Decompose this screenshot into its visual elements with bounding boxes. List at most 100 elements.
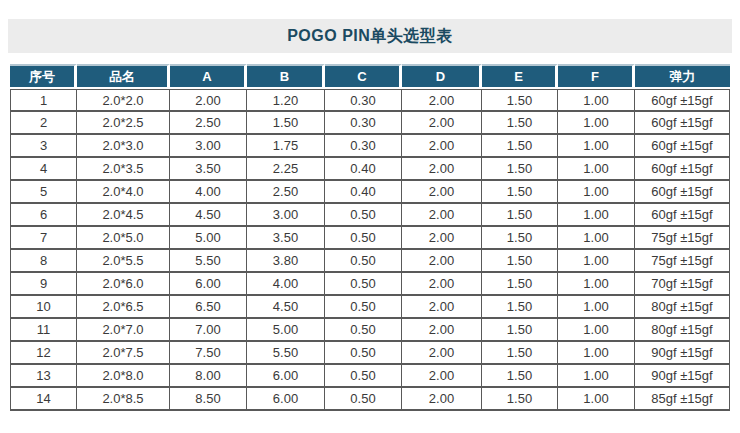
table-cell: 2.00 (402, 112, 482, 135)
table-cell: 12 (10, 342, 77, 365)
table-cell: 1.00 (558, 365, 635, 388)
table-cell: 2.50 (170, 112, 247, 135)
table-cell: 75gf ±15gf (635, 250, 730, 273)
table-cell: 0.50 (325, 250, 402, 273)
table-cell: 60gf ±15gf (635, 89, 730, 112)
table-cell: 1.50 (482, 204, 558, 227)
table-row: 82.0*5.55.503.800.502.001.501.0075gf ±15… (10, 250, 730, 273)
table-cell: 0.50 (325, 342, 402, 365)
table-cell: 2.0*6.5 (77, 296, 170, 319)
table-cell: 7 (10, 227, 77, 250)
table-row: 62.0*4.54.503.000.502.001.501.0060gf ±15… (10, 204, 730, 227)
table-cell: 14 (10, 388, 77, 411)
table-cell: 3.50 (247, 227, 325, 250)
table-cell: 7.50 (170, 342, 247, 365)
column-header-3: B (247, 64, 325, 89)
table-cell: 2.0*3.5 (77, 158, 170, 181)
table-cell: 2.0*8.5 (77, 388, 170, 411)
table-cell: 2.00 (402, 89, 482, 112)
table-cell: 1.50 (482, 135, 558, 158)
table-cell: 90gf ±15gf (635, 342, 730, 365)
table-cell: 60gf ±15gf (635, 204, 730, 227)
table-cell: 6.00 (247, 365, 325, 388)
table-row: 132.0*8.08.006.000.502.001.501.0090gf ±1… (10, 365, 730, 388)
table-cell: 0.50 (325, 388, 402, 411)
table-cell: 2.00 (402, 135, 482, 158)
table-cell: 80gf ±15gf (635, 296, 730, 319)
table-cell: 1.50 (482, 388, 558, 411)
table-cell: 0.50 (325, 365, 402, 388)
table-cell: 2.0*6.0 (77, 273, 170, 296)
table-cell: 2.25 (247, 158, 325, 181)
table-cell: 3.00 (247, 204, 325, 227)
table-row: 102.0*6.56.504.500.502.001.501.0080gf ±1… (10, 296, 730, 319)
table-cell: 0.50 (325, 227, 402, 250)
table-cell: 1.00 (558, 250, 635, 273)
table-cell: 5.50 (170, 250, 247, 273)
table-cell: 1.00 (558, 158, 635, 181)
table-row: 52.0*4.04.002.500.402.001.501.0060gf ±15… (10, 181, 730, 204)
table-cell: 1.00 (558, 227, 635, 250)
table-cell: 0.40 (325, 181, 402, 204)
column-header-0: 序号 (10, 64, 77, 89)
table-cell: 2.0*4.5 (77, 204, 170, 227)
table-cell: 2.0*8.0 (77, 365, 170, 388)
table-row: 32.0*3.03.001.750.302.001.501.0060gf ±15… (10, 135, 730, 158)
table-cell: 4.50 (170, 204, 247, 227)
table-cell: 6 (10, 204, 77, 227)
column-header-2: A (170, 64, 247, 89)
table-row: 122.0*7.57.505.500.502.001.501.0090gf ±1… (10, 342, 730, 365)
table-cell: 10 (10, 296, 77, 319)
table-cell: 1.50 (482, 319, 558, 342)
table-cell: 1.50 (482, 227, 558, 250)
column-header-5: D (402, 64, 482, 89)
table-cell: 5 (10, 181, 77, 204)
table-cell: 1.00 (558, 181, 635, 204)
table-cell: 5.00 (247, 319, 325, 342)
table-cell: 2.0*3.0 (77, 135, 170, 158)
table-cell: 2.00 (402, 181, 482, 204)
table-cell: 80gf ±15gf (635, 319, 730, 342)
table-cell: 3 (10, 135, 77, 158)
table-row: 142.0*8.58.506.000.502.001.501.0085gf ±1… (10, 388, 730, 411)
table-cell: 7.00 (170, 319, 247, 342)
table-cell: 2.0*2.0 (77, 89, 170, 112)
table-cell: 75gf ±15gf (635, 227, 730, 250)
table-cell: 2.00 (402, 273, 482, 296)
column-header-7: F (558, 64, 635, 89)
table-cell: 2.00 (402, 296, 482, 319)
table-cell: 1.00 (558, 135, 635, 158)
table-cell: 2.00 (402, 342, 482, 365)
table-cell: 2.50 (247, 181, 325, 204)
column-header-8: 弹力 (635, 64, 730, 89)
column-header-1: 品名 (77, 64, 170, 89)
table-cell: 4.50 (247, 296, 325, 319)
pogo-pin-selection-table: 序号品名ABCDEF弹力 12.0*2.02.001.200.302.001.5… (10, 64, 730, 411)
table-cell: 2.0*7.0 (77, 319, 170, 342)
table-cell: 70gf ±15gf (635, 273, 730, 296)
table-cell: 0.50 (325, 273, 402, 296)
table-cell: 9 (10, 273, 77, 296)
table-cell: 1.00 (558, 296, 635, 319)
title-bar: POGO PIN单头选型表 (8, 19, 732, 53)
table-cell: 2.00 (402, 250, 482, 273)
column-header-4: C (325, 64, 402, 89)
table-cell: 2.0*2.5 (77, 112, 170, 135)
table-cell: 1.50 (482, 89, 558, 112)
table-cell: 1.00 (558, 342, 635, 365)
table-cell: 3.50 (170, 158, 247, 181)
table-body: 12.0*2.02.001.200.302.001.501.0060gf ±15… (10, 89, 730, 411)
table-cell: 1 (10, 89, 77, 112)
table-cell: 2.0*7.5 (77, 342, 170, 365)
table-cell: 1.50 (482, 365, 558, 388)
table-cell: 2.00 (402, 388, 482, 411)
table-cell: 1.50 (482, 273, 558, 296)
table-cell: 2.0*5.0 (77, 227, 170, 250)
table-cell: 8 (10, 250, 77, 273)
table-cell: 1.00 (558, 273, 635, 296)
table-cell: 8.00 (170, 365, 247, 388)
table-cell: 6.00 (247, 388, 325, 411)
table-cell: 3.00 (170, 135, 247, 158)
table-cell: 1.20 (247, 89, 325, 112)
page-title: POGO PIN单头选型表 (287, 26, 453, 47)
